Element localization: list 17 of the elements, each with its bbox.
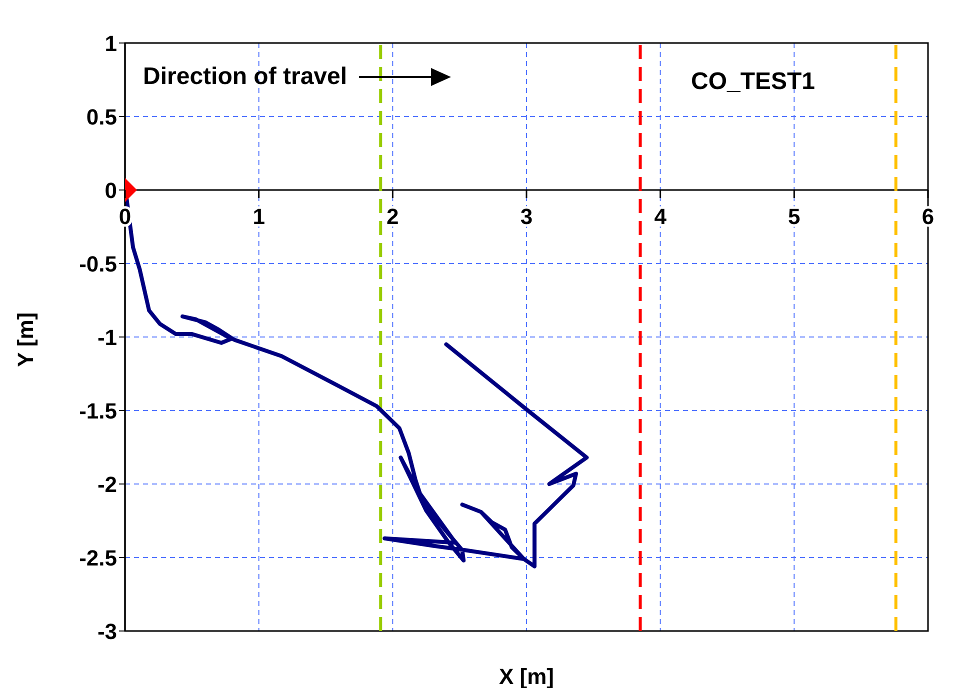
y-tick-label: -1: [97, 324, 117, 350]
y-tick-label: -0.5: [79, 251, 117, 276]
y-axis-title: Y [m]: [12, 312, 38, 367]
x-tick-label: 4: [654, 204, 668, 229]
annotation: Direction of travel: [143, 63, 348, 91]
y-tick-label: -1.5: [79, 398, 117, 424]
annotation: CO_TEST1: [691, 68, 816, 96]
y-tick-label: -2: [97, 472, 117, 497]
y-tick-label: -2.5: [79, 545, 117, 570]
x-tick-label: 3: [520, 204, 533, 229]
y-tick-label: -3: [97, 618, 117, 644]
x-tick-label: 5: [788, 204, 800, 229]
x-tick-label: 1: [252, 204, 265, 229]
y-tick-label: 0.5: [86, 104, 117, 130]
y-tick-label: 1: [104, 30, 117, 56]
y-tick-label: 0: [104, 178, 117, 203]
x-tick-label: 2: [386, 204, 399, 229]
